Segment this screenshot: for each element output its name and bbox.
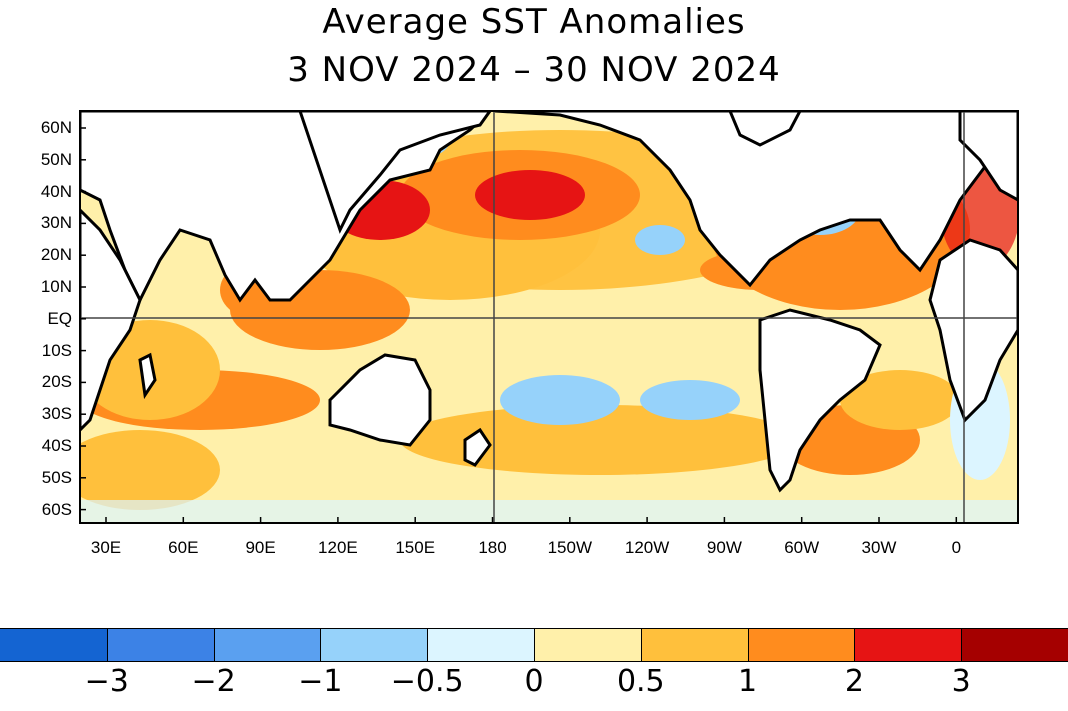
lat-label: 50S bbox=[41, 467, 72, 487]
colorbar bbox=[0, 628, 1068, 662]
lat-label: 20N bbox=[40, 245, 72, 265]
lat-label: 50N bbox=[40, 149, 72, 169]
lat-label: 20S bbox=[41, 372, 72, 392]
colorbar-label: 0 bbox=[524, 664, 544, 699]
africa-west bbox=[928, 238, 1018, 423]
colorbar-swatch bbox=[854, 628, 962, 662]
colorbar-label: 1 bbox=[738, 664, 758, 699]
madagascar bbox=[138, 352, 157, 400]
asia-east-coast bbox=[298, 111, 492, 234]
lat-label: 30S bbox=[41, 404, 72, 424]
colorbar-swatch bbox=[320, 628, 428, 662]
lat-label: 40N bbox=[40, 181, 72, 201]
europe-patch bbox=[958, 111, 1018, 202]
north-america bbox=[494, 111, 1018, 288]
new-zealand bbox=[463, 427, 492, 467]
lat-label: 40S bbox=[41, 436, 72, 455]
colorbar-label: −2 bbox=[191, 664, 236, 699]
map-title: Average SST Anomalies bbox=[322, 2, 746, 42]
colorbar-swatch bbox=[213, 628, 321, 662]
lon-label: 150W bbox=[547, 538, 592, 557]
lon-label: 0 bbox=[951, 538, 962, 557]
colorbar-label: −3 bbox=[84, 664, 129, 699]
south-america bbox=[758, 308, 882, 493]
colorbar-swatch bbox=[427, 628, 534, 662]
colorbar-swatch bbox=[0, 628, 107, 662]
lon-label: 60W bbox=[784, 538, 820, 557]
colorbar-swatch bbox=[106, 628, 214, 662]
lat-label: 10N bbox=[40, 277, 72, 296]
lat-label: EQ bbox=[47, 308, 72, 328]
lon-label: 150E bbox=[395, 538, 436, 557]
lat-label: 60N bbox=[40, 118, 72, 137]
lon-label: 30W bbox=[861, 538, 897, 557]
colorbar-swatch bbox=[534, 628, 641, 662]
lon-label: 120W bbox=[624, 538, 670, 557]
lon-label: 120E bbox=[318, 538, 358, 557]
colorbar-swatch bbox=[961, 628, 1068, 662]
greenland bbox=[728, 111, 802, 147]
lat-label: 60S bbox=[41, 499, 72, 519]
colorbar-label: 3 bbox=[951, 664, 971, 699]
map-date-range: 3 NOV 2024 – 30 NOV 2024 bbox=[287, 50, 781, 90]
land-masses bbox=[80, 111, 1018, 493]
axis-ticks bbox=[80, 127, 958, 523]
colorbar-swatch bbox=[747, 628, 855, 662]
colorbar-label: −0.5 bbox=[390, 664, 464, 699]
africa bbox=[80, 207, 142, 433]
colorbar-label: −1 bbox=[298, 664, 343, 699]
lon-label: 60E bbox=[168, 538, 199, 557]
lat-label: 10S bbox=[41, 340, 72, 360]
colorbar-swatch bbox=[640, 628, 748, 662]
lon-label: 180 bbox=[478, 538, 507, 557]
lon-label: 30E bbox=[90, 538, 122, 557]
colorbar-label: 2 bbox=[844, 664, 864, 699]
lon-label: 90E bbox=[245, 538, 276, 557]
lat-label: 30N bbox=[40, 213, 72, 233]
colorbar-label: 0.5 bbox=[616, 664, 665, 699]
map-frame bbox=[79, 110, 1019, 524]
australia bbox=[328, 353, 432, 447]
lon-label: 90W bbox=[706, 538, 742, 557]
